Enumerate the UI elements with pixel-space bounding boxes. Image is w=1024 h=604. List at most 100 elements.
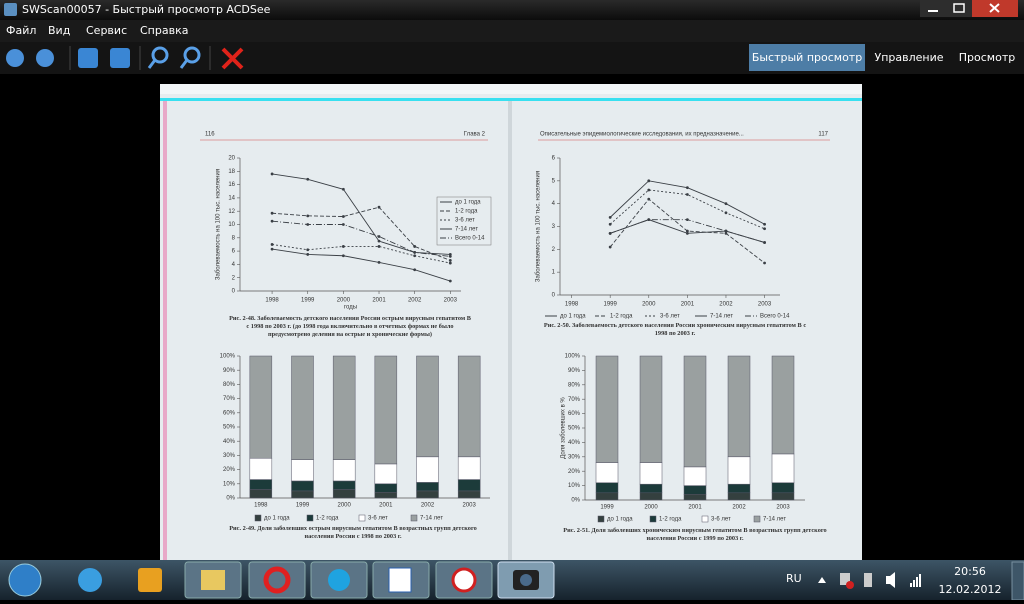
series-line	[272, 248, 451, 282]
data-point	[763, 261, 766, 265]
legend-label: 1-2 года	[455, 209, 478, 215]
x-tick-label: 1998	[565, 302, 579, 308]
legend-label: 3-6 лет	[711, 517, 731, 523]
data-point	[685, 231, 689, 235]
series-line	[272, 220, 451, 257]
mode-tab[interactable]: Быстрый просмотр	[752, 51, 862, 64]
rotate-right-button[interactable]	[110, 48, 130, 68]
data-point	[377, 245, 381, 248]
data-point	[685, 186, 689, 190]
bar-segment	[771, 355, 795, 455]
app-icon	[4, 3, 17, 16]
y-tick-label: 1	[552, 270, 556, 276]
bar-segment	[639, 462, 663, 485]
data-point	[685, 218, 689, 222]
y-tick-label: 0	[232, 289, 236, 295]
bar-segment	[291, 490, 314, 499]
x-tick-label: 1999	[296, 503, 310, 509]
ie-icon[interactable]	[78, 568, 102, 592]
data-point	[341, 245, 345, 248]
bar-segment	[595, 462, 619, 483]
y-tick-label: 12	[228, 209, 235, 215]
y-tick-label: 80%	[568, 382, 581, 388]
x-tick-label: 1999	[600, 505, 614, 511]
bar-segment	[727, 492, 751, 501]
bar-segment	[374, 483, 398, 493]
menu-item[interactable]: Справка	[140, 24, 188, 37]
clock-date[interactable]: 12.02.2012	[939, 583, 1002, 596]
mode-tab[interactable]: Управление	[874, 51, 943, 64]
y-tick-label: 3	[552, 224, 556, 230]
bar-segment	[639, 492, 663, 501]
x-tick-label: 2002	[421, 503, 435, 509]
bar-segment	[332, 489, 356, 499]
data-point	[270, 247, 274, 251]
legend-label: 7-14 лет	[710, 314, 733, 320]
data-point	[647, 179, 651, 183]
bar-segment	[332, 480, 356, 490]
bar-segment	[639, 355, 663, 463]
y-tick-label: 50%	[568, 426, 581, 432]
zoom-out-button[interactable]	[183, 46, 201, 64]
forward-button[interactable]	[36, 49, 54, 67]
start-button[interactable]	[8, 563, 42, 597]
bar-segment	[416, 456, 439, 483]
y-tick-label: 20	[228, 156, 235, 162]
legend-label: Всего 0-14	[760, 314, 790, 320]
menu-item[interactable]: Файл	[6, 24, 36, 37]
x-tick-label: 2003	[444, 298, 458, 304]
y-tick-label: 14	[228, 195, 235, 201]
bar-segment	[249, 457, 273, 480]
language-indicator[interactable]: RU	[786, 572, 802, 585]
clock-time[interactable]: 20:56	[954, 565, 986, 578]
zoom-in-button[interactable]	[151, 46, 169, 64]
y-tick-label: 4	[232, 262, 236, 268]
legend-swatch	[753, 515, 761, 523]
bar-segment	[457, 490, 481, 499]
window-buttons[interactable]	[920, 0, 1018, 17]
data-point	[608, 222, 612, 226]
bar-segment	[771, 453, 795, 483]
data-point	[341, 187, 345, 191]
data-point	[448, 259, 452, 262]
x-tick-label: 2002	[732, 505, 746, 511]
menu-item[interactable]: Сервис	[86, 24, 127, 37]
x-axis-label: годы	[344, 305, 357, 311]
y-tick-label: 10%	[223, 481, 236, 487]
legend-label: 3-6 лет	[660, 314, 680, 320]
data-point	[377, 205, 381, 209]
mode-tab-active[interactable]	[749, 44, 865, 71]
figure-caption-box: Рис. 2-48. Заболеваемость детского насел…	[229, 315, 471, 338]
y-tick-label: 16	[228, 182, 235, 188]
y-tick-label: 20%	[223, 467, 236, 473]
maximize-button[interactable]	[946, 0, 972, 17]
aimp-icon[interactable]	[138, 568, 162, 592]
data-point	[377, 235, 381, 238]
delete-button[interactable]	[221, 47, 244, 70]
rotate-left-button[interactable]	[78, 48, 98, 68]
bar-segment	[291, 355, 314, 460]
legend-label: 1-2 года	[610, 314, 633, 320]
data-point	[270, 243, 274, 246]
data-point	[448, 279, 452, 283]
legend-label: 1-2 года	[659, 517, 682, 523]
y-tick-label: 90%	[223, 368, 236, 374]
menu-item[interactable]: Вид	[48, 24, 71, 37]
minimize-button[interactable]	[920, 0, 946, 17]
mode-tab[interactable]: Просмотр	[959, 51, 1015, 64]
figure-caption-box: Рис. 2-49. Доли заболевших острым вирусн…	[229, 525, 477, 540]
x-tick-label: 2002	[408, 298, 422, 304]
bar-segment	[249, 355, 273, 459]
figure-caption-box: Рис. 2-50. Заболеваемость детского насел…	[544, 322, 806, 337]
figure-caption: Рис. 2-48. Заболеваемость детского насел…	[229, 315, 471, 338]
bar-segment	[683, 355, 707, 468]
back-button[interactable]	[6, 49, 24, 67]
x-tick-label: 2003	[776, 505, 790, 511]
opera-button[interactable]	[248, 561, 306, 599]
y-tick-label: 50%	[223, 425, 236, 431]
legend-box	[436, 196, 492, 246]
show-desktop[interactable]	[1011, 561, 1024, 601]
data-point	[306, 177, 310, 181]
data-point	[341, 254, 345, 258]
data-point	[413, 268, 417, 272]
